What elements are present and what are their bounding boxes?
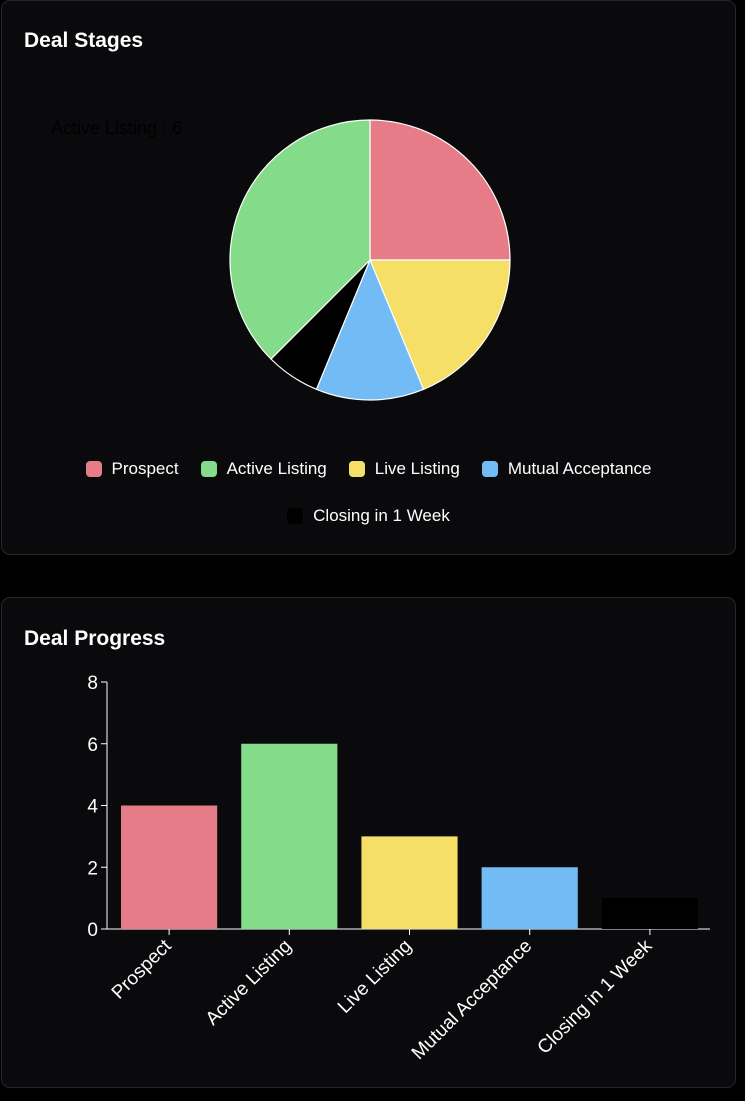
deal-stages-title: Deal Stages [24, 29, 144, 52]
y-tick-label: 8 [87, 673, 98, 694]
legend-item-mutual-acceptance[interactable]: Mutual Acceptance [481, 455, 652, 483]
legend-swatch [481, 461, 498, 477]
legend-swatch [200, 461, 217, 477]
bar-mutual-acceptance[interactable] [481, 867, 578, 929]
legend-label: Prospect [111, 459, 179, 478]
pie-slice-live-listing[interactable] [369, 259, 511, 391]
legend-swatch [85, 461, 102, 477]
y-tick-label: 4 [87, 797, 98, 818]
bar-active-listing[interactable] [241, 743, 338, 929]
y-tick-label: 0 [87, 920, 98, 941]
legend-item-prospect[interactable]: Prospect [85, 455, 179, 483]
x-tick-label: Prospect [108, 935, 176, 1003]
x-tick-label: Live Listing [334, 936, 416, 1018]
deal-progress-card: Deal Progress 0 2 4 6 8 Prospect Active Listin… [1, 597, 736, 1088]
legend-swatch [287, 508, 304, 524]
y-tick-label: 2 [87, 858, 98, 879]
pie-legend: Prospect Active Listing Live Listing Mutual… [2, 455, 735, 530]
deal-progress-bar-chart: 0 2 4 6 8 Prospect Active Listing Live ListingM… [87, 673, 710, 1064]
pie-slice-mutual-acceptance[interactable] [315, 258, 425, 401]
legend-label: Mutual Acceptance [507, 459, 652, 478]
legend-label: Active Listing [226, 459, 327, 478]
bar-closing-in-1-week[interactable] [601, 898, 698, 929]
pie-tooltip: Active Listing : 6 [51, 118, 183, 138]
legend-item-live-listing[interactable]: Live Listing [348, 455, 460, 483]
pie-slice-prospect[interactable] [369, 119, 511, 261]
deal-progress-title: Deal Progress [24, 627, 166, 650]
legend-item-active-listing[interactable]: Active Listing [200, 455, 327, 483]
legend-item-closing-in-1-week[interactable]: Closing in 1 Week [287, 502, 450, 530]
deal-stages-pie-chart [229, 119, 511, 401]
bar-prospect[interactable] [121, 805, 218, 930]
legend-label: Closing in 1 Week [313, 506, 450, 525]
pie-slice-active-listing[interactable] [229, 119, 371, 360]
bar-live-listing[interactable] [361, 836, 458, 929]
x-tick-label: Closing in 1 Week [534, 935, 657, 1058]
legend-swatch [348, 461, 365, 477]
legend-label: Live Listing [374, 459, 460, 478]
y-tick-label: 6 [87, 735, 98, 756]
x-tick-label: Mutual Acceptance [408, 936, 536, 1064]
deal-stages-card: Deal Stages Active Listing : 6 Prospect A… [1, 0, 736, 555]
x-tick-label: Active Listing [202, 936, 296, 1030]
